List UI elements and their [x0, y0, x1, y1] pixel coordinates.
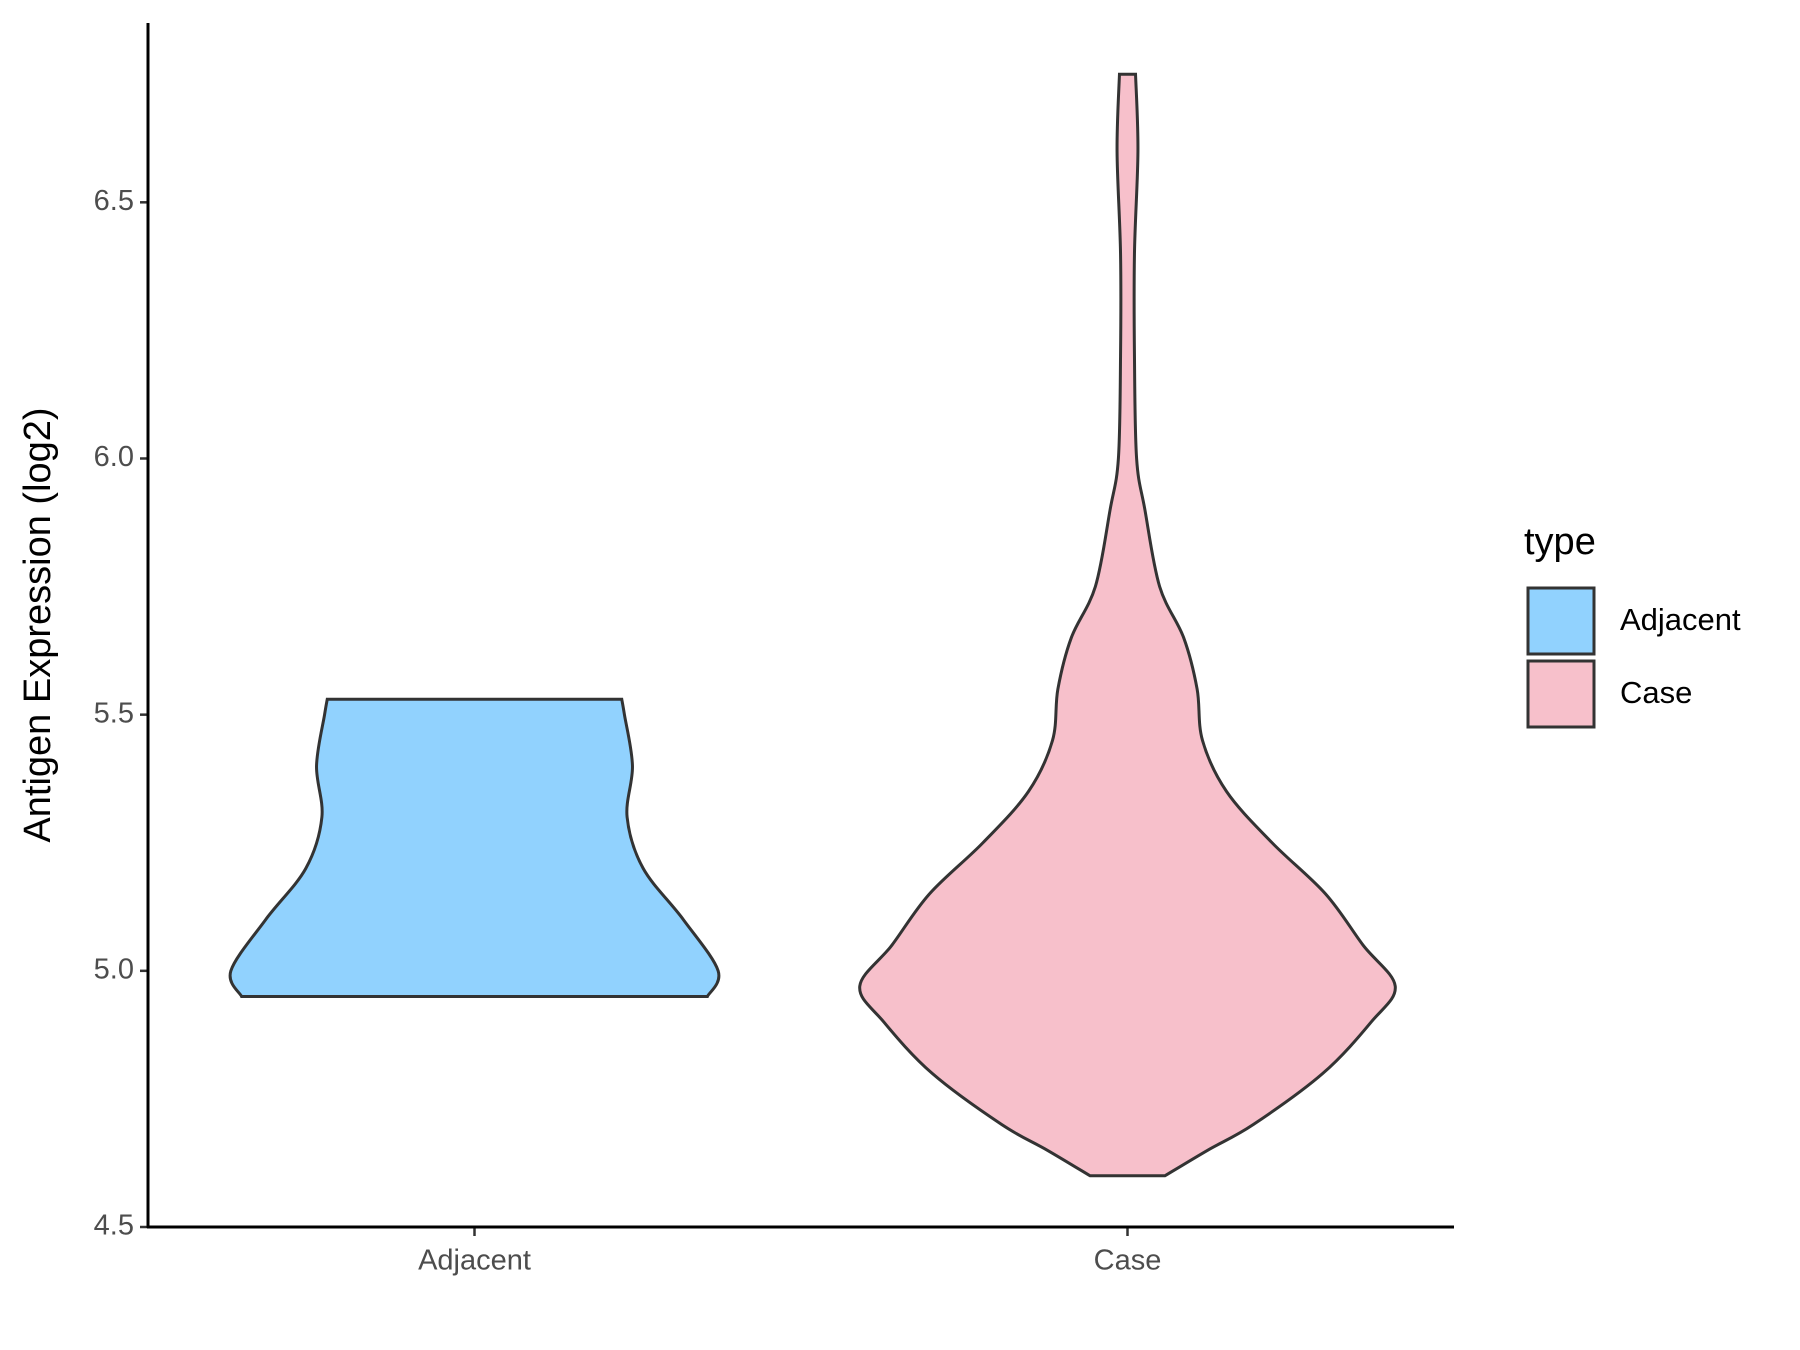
- y-tick-label: 6.5: [94, 185, 134, 217]
- legend-title: type: [1524, 521, 1596, 563]
- y-tick-label: 4.5: [94, 1210, 134, 1242]
- y-tick-label: 6.0: [94, 441, 134, 473]
- y-tick-label: 5.0: [94, 953, 134, 985]
- legend-label: Case: [1620, 675, 1692, 710]
- legend-key: [1526, 659, 1596, 729]
- y-axis-title: Antigen Expression (log2): [17, 407, 59, 842]
- x-tick-label: Case: [1094, 1245, 1162, 1277]
- y-tick-label: 5.5: [94, 697, 134, 729]
- legend-key: [1526, 586, 1596, 656]
- violin: [858, 72, 1397, 1178]
- legend-label: Adjacent: [1620, 602, 1741, 637]
- violin: [228, 697, 721, 998]
- x-tick-label: Adjacent: [418, 1245, 531, 1277]
